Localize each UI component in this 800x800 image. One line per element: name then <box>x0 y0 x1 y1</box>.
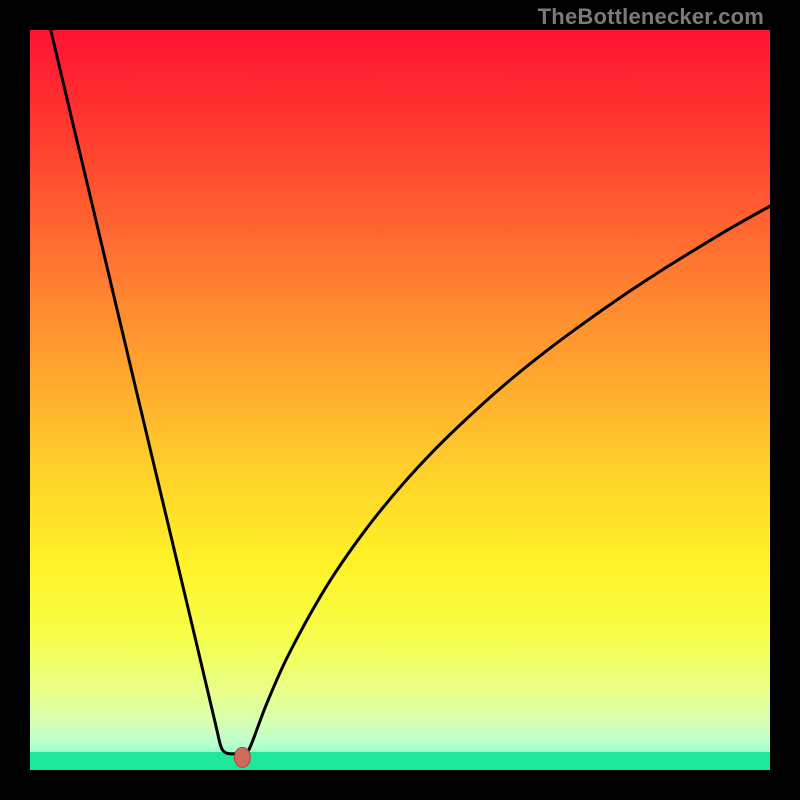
plot-area <box>30 30 770 770</box>
chart-frame: TheBottlenecker.com <box>0 0 800 800</box>
frame-border-right <box>770 0 800 800</box>
bottleneck-curve <box>30 30 770 770</box>
frame-border-bottom <box>0 770 800 800</box>
trough-marker <box>234 747 250 767</box>
frame-border-left <box>0 0 30 800</box>
watermark-label: TheBottlenecker.com <box>538 4 764 30</box>
